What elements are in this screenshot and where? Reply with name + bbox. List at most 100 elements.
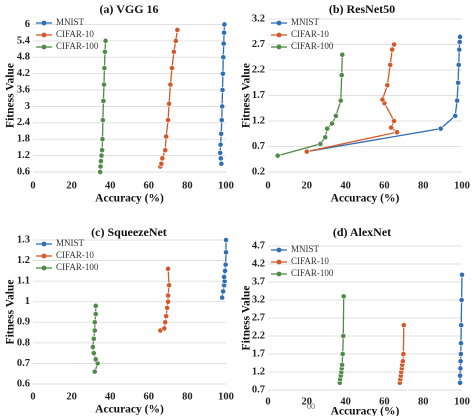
data-point <box>457 365 464 372</box>
data-point <box>458 322 465 329</box>
y-tick-label: 1.2 <box>252 366 265 377</box>
x-tick-label: 80 <box>418 180 429 191</box>
data-point <box>92 311 99 317</box>
data-point <box>91 327 98 334</box>
data-point <box>219 294 226 301</box>
data-point <box>166 282 172 289</box>
y-tick-label: 1.7 <box>252 90 265 101</box>
y-tick-label: 5.4 <box>17 35 31 46</box>
data-point <box>222 261 229 268</box>
series-cifar-10 <box>157 27 181 170</box>
data-point <box>219 87 226 93</box>
data-point <box>163 313 170 320</box>
data-point <box>457 33 463 40</box>
data-point <box>337 97 344 104</box>
legend-label: MNIST <box>56 17 85 27</box>
x-tick-label: 100 <box>218 180 234 191</box>
data-point <box>97 163 104 170</box>
legend-swatch-marker <box>276 259 282 265</box>
x-tick-label: 80 <box>182 180 193 191</box>
y-tick-label: 1.2 <box>17 255 30 266</box>
data-point <box>391 41 397 48</box>
data-point <box>455 79 462 86</box>
y-tick-label: 4.2 <box>17 68 30 79</box>
legend-swatch-marker <box>41 265 47 271</box>
legend: MNIST CIFAR-10 CIFAR-100 <box>271 17 334 51</box>
data-point <box>102 37 109 44</box>
data-point <box>340 333 347 339</box>
data-point <box>92 302 99 309</box>
data-point <box>339 51 346 58</box>
data-point <box>219 103 226 110</box>
y-axis-title: Fitness Value <box>5 280 17 345</box>
data-point <box>457 379 463 386</box>
data-point <box>458 340 464 347</box>
series-cifar-100 <box>336 293 347 386</box>
data-point <box>456 46 463 53</box>
data-point <box>221 274 227 280</box>
y-tick-label: 0.8 <box>17 337 30 348</box>
x-tick-label: 60 <box>144 391 155 402</box>
data-point <box>218 160 225 167</box>
y-tick-label: 2.4 <box>17 117 31 128</box>
y-tick-label: 6 <box>25 19 30 30</box>
data-point <box>91 319 98 326</box>
data-point <box>220 40 227 47</box>
y-tick-label: 0.6 <box>17 166 30 177</box>
y-tick-label: 4.8 <box>17 52 30 63</box>
y-tick-label: 0.7 <box>252 141 265 152</box>
y-tick-label: 3 <box>25 101 30 112</box>
data-point <box>223 249 229 256</box>
panel-title: (b) ResNet50 <box>329 2 395 16</box>
y-tick-label: 1 <box>25 296 30 307</box>
y-tick-label: 3.2 <box>252 294 265 305</box>
legend: MNIST CIFAR-10 CIFAR-100 <box>36 17 99 51</box>
data-point <box>389 46 396 53</box>
data-point <box>101 81 107 88</box>
data-point <box>221 21 228 28</box>
data-point <box>340 293 347 300</box>
y-tick-label: 1.7 <box>252 348 265 359</box>
legend-label: CIFAR-100 <box>56 41 99 51</box>
legend-swatch-marker <box>276 247 282 253</box>
data-point <box>99 136 106 143</box>
x-tick-label: 20 <box>66 391 77 402</box>
data-point <box>165 265 171 272</box>
panel-title: (c) SqueezeNet <box>91 225 167 239</box>
data-point <box>218 117 225 123</box>
data-point <box>165 292 171 299</box>
x-tick-label: 40 <box>340 180 351 191</box>
data-point <box>217 149 224 156</box>
x-tick-label: 80 <box>418 396 429 407</box>
x-tick-label: 20 <box>302 396 313 407</box>
data-point <box>166 100 172 107</box>
data-point <box>170 48 177 55</box>
data-point <box>332 113 339 119</box>
y-tick-label: 3.6 <box>17 84 30 95</box>
legend-swatch-marker <box>276 20 282 26</box>
y-tick-label: 4.2 <box>252 258 265 269</box>
chart-panel-3: (c) SqueezeNet 0.6 0.7 0.8 0.9 1 1.1 1.2 1.3 0 20 4… <box>5 225 234 416</box>
x-tick-label: 0 <box>265 396 270 407</box>
y-tick-label: 0.7 <box>252 384 265 395</box>
legend-swatch-marker <box>276 44 282 50</box>
series-mnist <box>219 237 229 301</box>
data-point <box>92 356 99 363</box>
data-point <box>303 148 310 155</box>
legend-label: CIFAR-10 <box>291 256 329 266</box>
legend-swatch-marker <box>41 20 47 26</box>
data-point <box>97 169 104 175</box>
legend-swatch-marker <box>276 271 282 277</box>
legend-swatch-marker <box>41 253 47 259</box>
x-tick-label: 40 <box>340 396 351 407</box>
data-point <box>165 298 171 305</box>
legend-label: CIFAR-100 <box>56 262 99 272</box>
data-point <box>400 322 407 329</box>
x-tick-label: 0 <box>30 391 35 402</box>
y-axis-title: Fitness Value <box>241 286 253 351</box>
y-tick-label: 0.9 <box>17 317 30 328</box>
data-point <box>100 98 107 104</box>
series-cifar-10 <box>397 322 407 386</box>
data-point <box>221 29 227 36</box>
y-tick-label: 1.3 <box>17 234 30 245</box>
